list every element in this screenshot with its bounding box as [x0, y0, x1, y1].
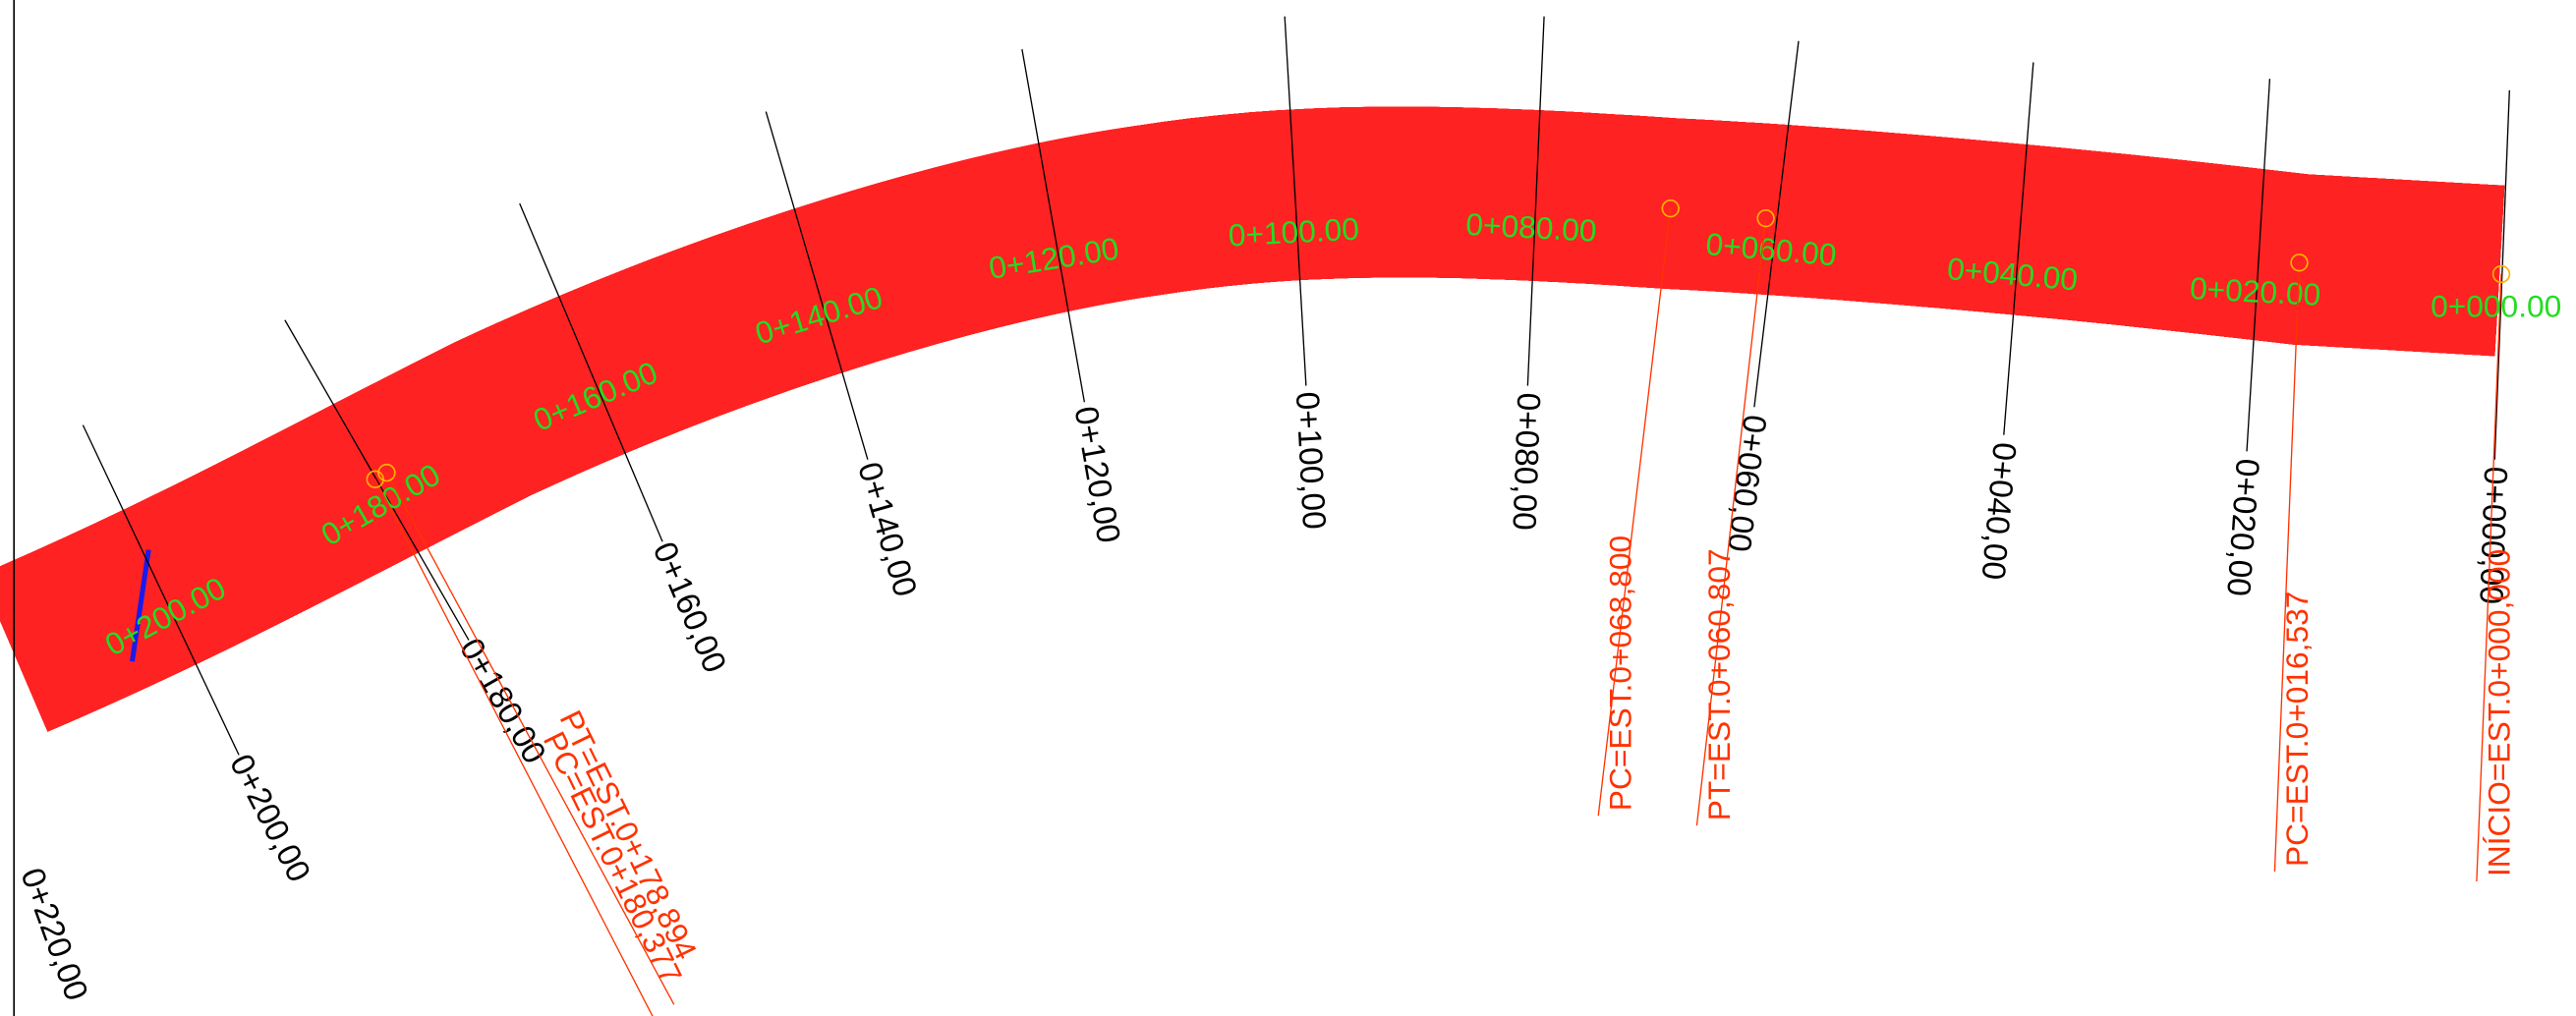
point-label: PC=EST.0+016,537	[2279, 592, 2315, 867]
point-marker	[2290, 254, 2309, 272]
point-marker	[1756, 208, 1775, 228]
station-label: 0+020.00	[2189, 270, 2321, 312]
station-label: 0+080.00	[1465, 206, 1598, 249]
point-label: PC=EST.0+068,800	[1603, 536, 1638, 811]
section-line	[2246, 79, 2271, 452]
point-marker	[2491, 264, 2511, 284]
point-marker	[377, 463, 396, 482]
section-line	[1526, 16, 1545, 386]
point-leader	[2273, 262, 2301, 873]
section-line	[82, 424, 240, 756]
point-marker	[366, 470, 384, 488]
point-label: PT=EST.0+060,807	[1701, 548, 1737, 820]
section-label: 0+080,00	[1505, 392, 1546, 531]
point-leader	[374, 479, 654, 1016]
section-line	[1753, 40, 1800, 408]
section-label: 0+100,00	[1288, 391, 1332, 531]
point-leader	[1597, 208, 1672, 817]
section-line	[765, 111, 869, 460]
section-line	[1284, 16, 1307, 386]
section-line	[2493, 89, 2510, 460]
point-label: INÍCIO=EST.0+000,000	[2481, 549, 2516, 876]
point-leader	[2476, 273, 2502, 882]
point-leader	[1695, 218, 1767, 826]
point-leader	[385, 472, 675, 1005]
station-label: 0+100.00	[1228, 211, 1360, 254]
section-line	[519, 202, 663, 542]
section-line	[2003, 62, 2034, 435]
station-label: 0+000.00	[2431, 288, 2561, 323]
road	[0, 192, 2499, 652]
point-marker	[1661, 198, 1680, 218]
section-marker	[130, 549, 151, 662]
section-line	[284, 319, 470, 641]
section-line	[1021, 48, 1086, 403]
